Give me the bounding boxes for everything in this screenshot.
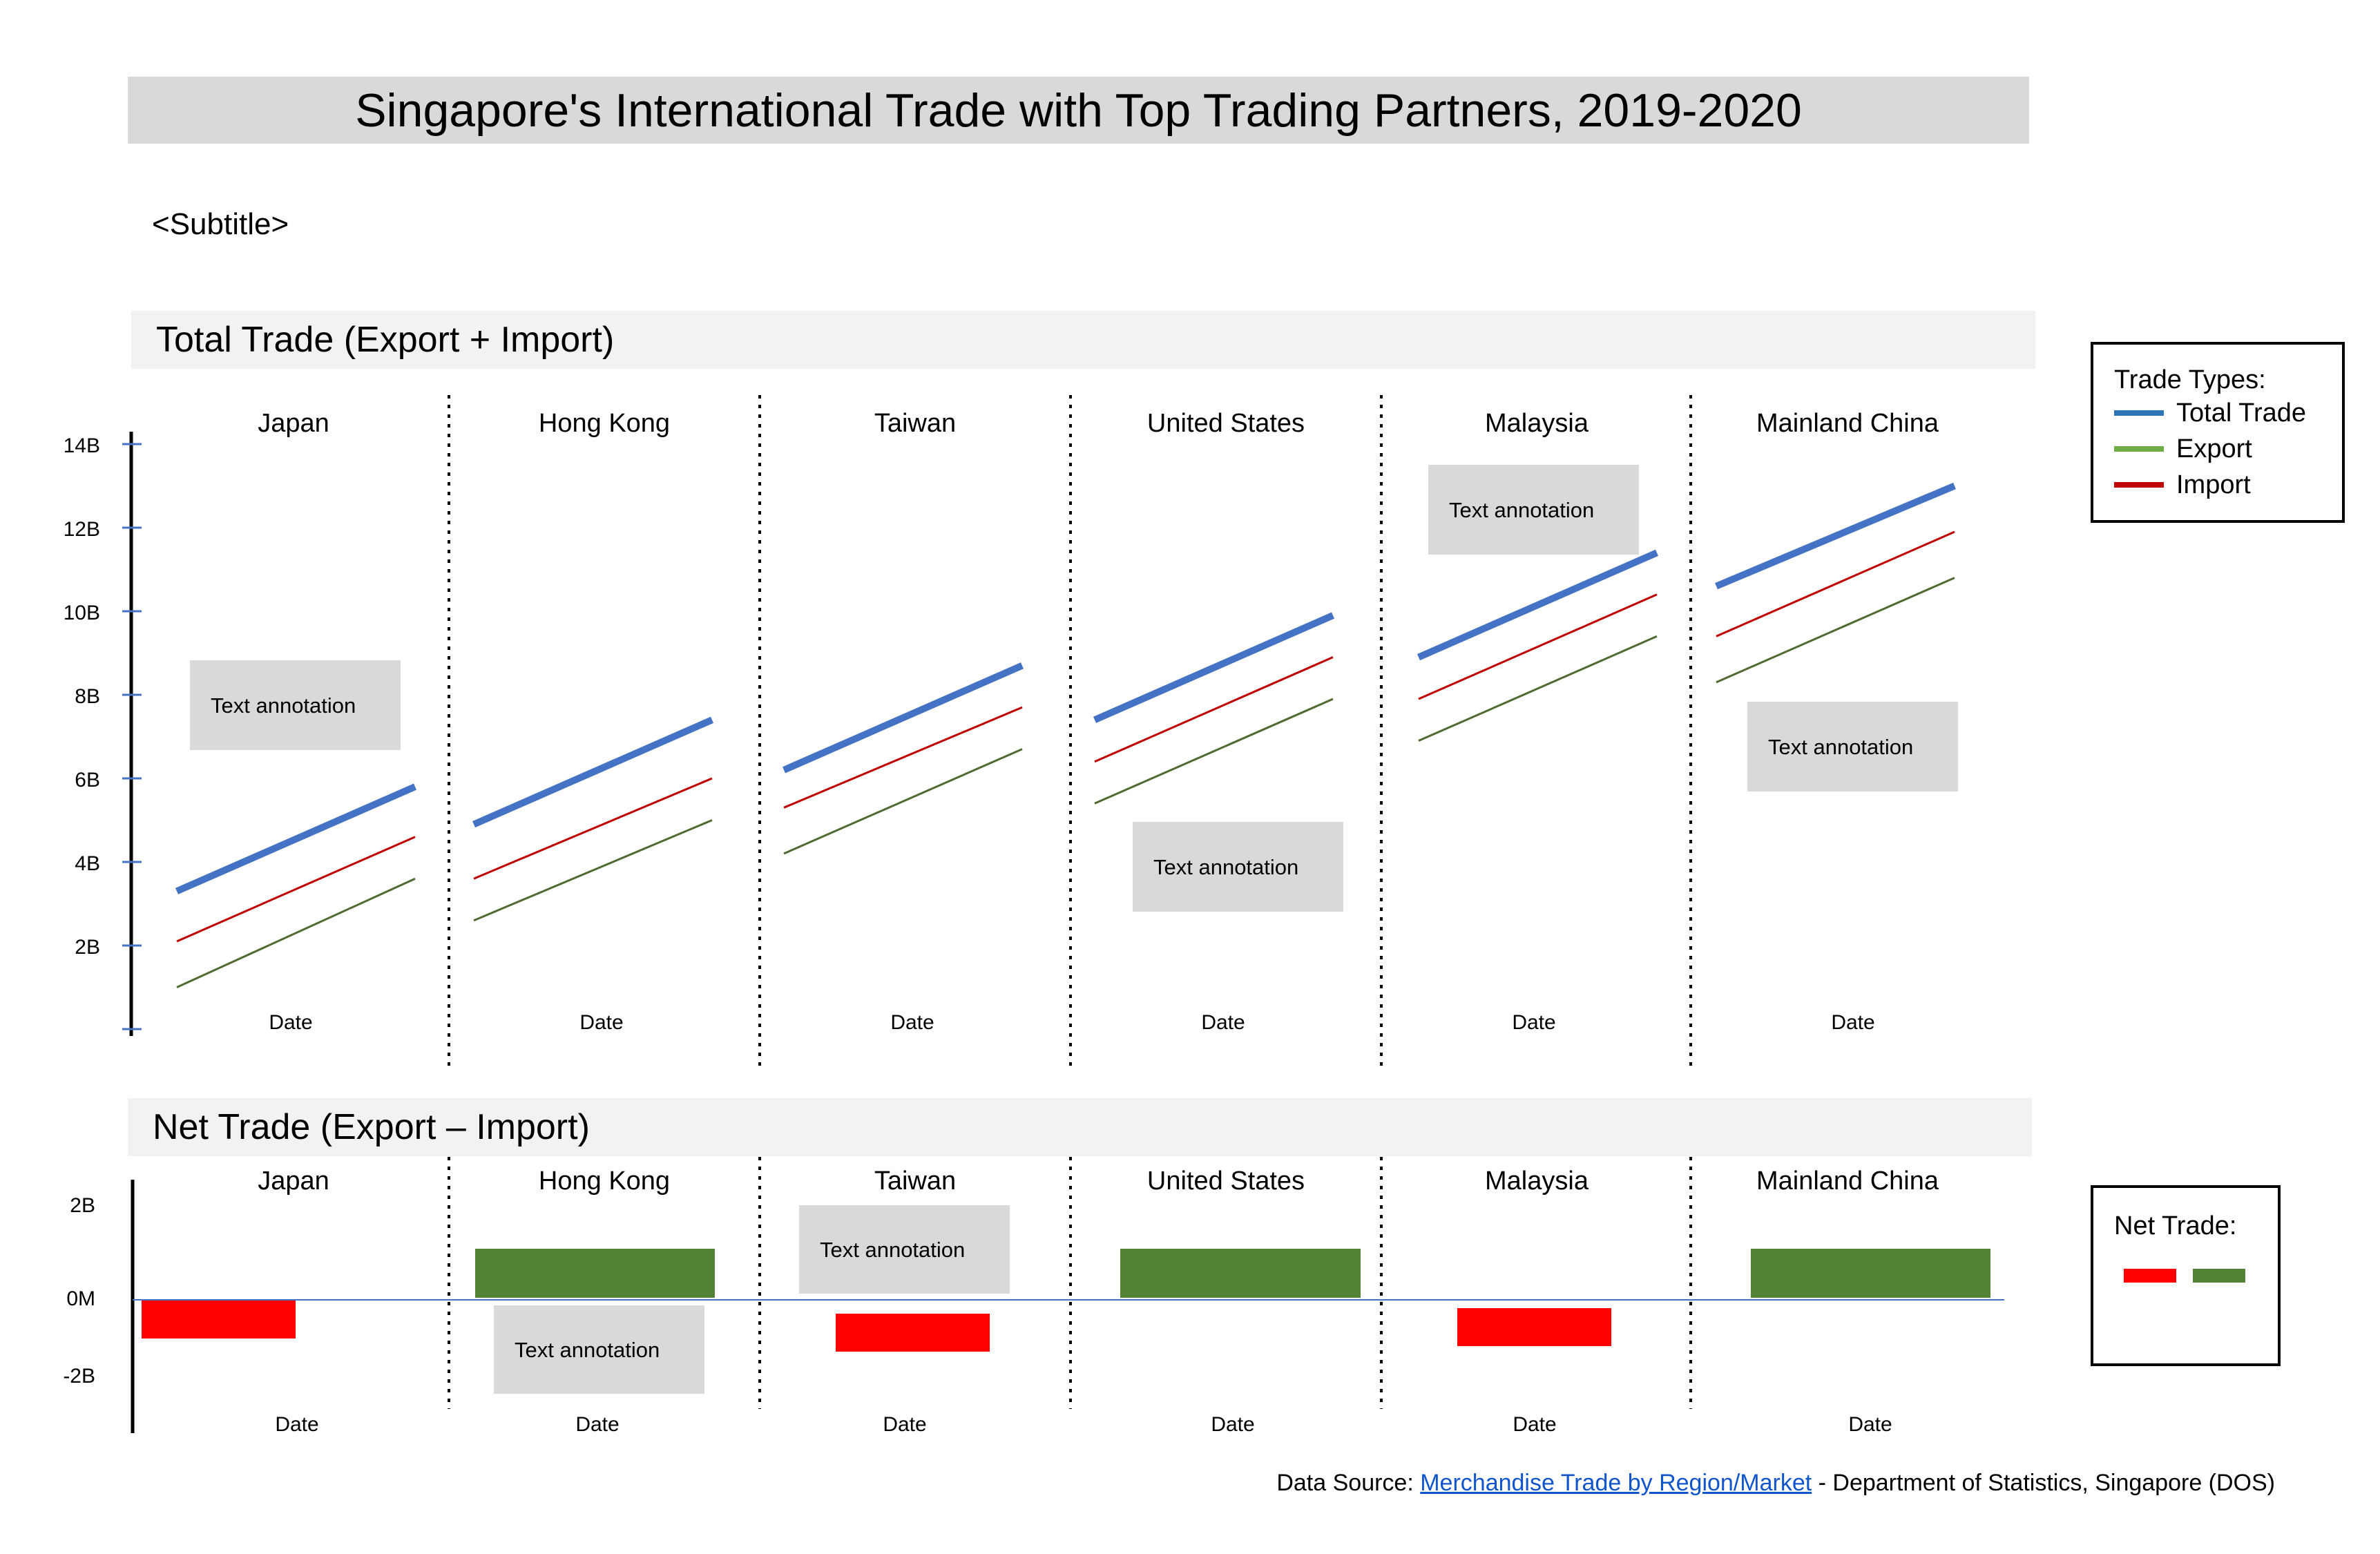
- y-tick-label: 12B: [64, 518, 100, 541]
- panel-title: Malaysia: [1485, 409, 1589, 438]
- net-trade-bar: [1457, 1308, 1611, 1346]
- net-trade-legend: Net Trade:: [2091, 1185, 2281, 1366]
- y-tick-label: 0M: [66, 1287, 95, 1310]
- y-tick-label: 14B: [64, 434, 100, 457]
- series-line-export: [783, 748, 1023, 855]
- series-line-import: [783, 706, 1023, 809]
- text-annotation-box: [494, 1305, 704, 1394]
- net-trade-bar: [142, 1301, 296, 1339]
- legend-label: Total Trade: [2176, 398, 2306, 428]
- y-tick-label: 8B: [75, 685, 100, 708]
- source-suffix: - Department of Statistics, Singapore (D…: [1812, 1470, 2275, 1496]
- x-axis-label: Date: [890, 1011, 934, 1034]
- legend-label: Export: [2176, 434, 2252, 463]
- total-trade-swatch: [2114, 410, 2164, 416]
- y-tick-label: 10B: [64, 602, 100, 624]
- series-line-export: [473, 819, 713, 922]
- x-axis-label: Date: [579, 1011, 623, 1034]
- x-axis-label: Date: [1831, 1011, 1874, 1034]
- text-annotation-box: [1133, 822, 1343, 912]
- net-trade-bar: [1751, 1249, 1990, 1298]
- y-tick-label: 2B: [75, 936, 100, 959]
- text-annotation: Text annotation: [1449, 498, 1594, 522]
- series-line-export: [176, 877, 416, 988]
- x-axis-label: Date: [269, 1011, 312, 1034]
- text-annotation: Text annotation: [1153, 855, 1298, 879]
- text-annotation-box: [1428, 465, 1639, 555]
- y-tick-label: 2B: [70, 1194, 95, 1217]
- series-line-export: [1716, 577, 1955, 684]
- series-line-export: [1094, 698, 1334, 805]
- y-tick-label: 6B: [75, 769, 100, 792]
- series-line-total-trade: [782, 662, 1024, 774]
- text-annotation: Text annotation: [211, 693, 356, 718]
- series-line-import: [473, 777, 713, 880]
- panel-title: United States: [1147, 409, 1305, 438]
- panel-title: Japan: [258, 409, 329, 438]
- panel-title: Japan: [258, 1167, 329, 1196]
- legend-label: Import: [2176, 470, 2251, 499]
- text-annotation-box: [190, 660, 401, 750]
- x-axis-label: Date: [1201, 1011, 1245, 1034]
- x-axis-label: Date: [275, 1413, 318, 1436]
- series-line-total-trade: [1715, 482, 1956, 590]
- x-axis-label: Date: [883, 1413, 926, 1436]
- series-line-total-trade: [1417, 549, 1659, 661]
- legend-item-import: Import: [2114, 467, 2342, 503]
- net-trade-section-title: Net Trade (Export – Import): [128, 1098, 2032, 1156]
- legend-item-export: Export: [2114, 431, 2342, 467]
- series-line-total-trade: [472, 716, 714, 828]
- source-link[interactable]: Merchandise Trade by Region/Market: [1420, 1470, 1812, 1496]
- net-legend-title: Net Trade:: [2114, 1211, 2237, 1240]
- series-line-export: [1418, 635, 1658, 742]
- legend-item-total-trade: Total Trade: [2114, 395, 2342, 431]
- text-annotation: Text annotation: [515, 1338, 660, 1362]
- panel-title: Taiwan: [874, 409, 956, 438]
- x-axis-label: Date: [575, 1413, 619, 1436]
- text-annotation-box: [799, 1205, 1010, 1294]
- trade-legend-title: Trade Types:: [2114, 365, 2266, 394]
- series-line-import: [1094, 656, 1334, 763]
- export-swatch: [2114, 446, 2164, 452]
- panel-title: Hong Kong: [539, 1167, 670, 1196]
- panel-title: Malaysia: [1485, 1167, 1589, 1196]
- series-line-import: [176, 836, 416, 943]
- chart-subtitle: <Subtitle>: [152, 207, 289, 241]
- panel-title: Taiwan: [874, 1167, 956, 1196]
- chart-title: Singapore's International Trade with Top…: [128, 77, 2029, 144]
- series-line-total-trade: [175, 783, 417, 894]
- trade-types-legend: Trade Types: Total Trade Export Import: [2091, 342, 2345, 523]
- total-trade-section-title: Total Trade (Export + Import): [131, 311, 2035, 369]
- negative-swatch: [2124, 1269, 2176, 1283]
- data-source: Data Source: Merchandise Trade by Region…: [1276, 1470, 2275, 1497]
- positive-swatch: [2193, 1269, 2245, 1283]
- y-tick-label: -2B: [63, 1365, 95, 1388]
- panel-title: Hong Kong: [539, 409, 670, 438]
- series-line-import: [1716, 530, 1955, 637]
- x-axis-label: Date: [1848, 1413, 1892, 1436]
- import-swatch: [2114, 482, 2164, 488]
- x-axis-label: Date: [1211, 1413, 1254, 1436]
- text-annotation-box: [1747, 702, 1958, 792]
- x-axis-label: Date: [1512, 1011, 1555, 1034]
- text-annotation: Text annotation: [1768, 735, 1913, 759]
- net-trade-bar: [836, 1314, 990, 1352]
- series-line-import: [1418, 593, 1658, 700]
- net-trade-bar: [475, 1249, 715, 1298]
- net-trade-bar: [1120, 1249, 1361, 1298]
- panel-title: United States: [1147, 1167, 1305, 1196]
- series-line-total-trade: [1093, 612, 1335, 723]
- panel-title: Mainland China: [1756, 409, 1939, 438]
- panel-title: Mainland China: [1756, 1167, 1939, 1196]
- source-prefix: Data Source:: [1276, 1470, 1421, 1496]
- x-axis-label: Date: [1513, 1413, 1556, 1436]
- y-tick-label: 4B: [75, 852, 100, 875]
- text-annotation: Text annotation: [820, 1238, 965, 1262]
